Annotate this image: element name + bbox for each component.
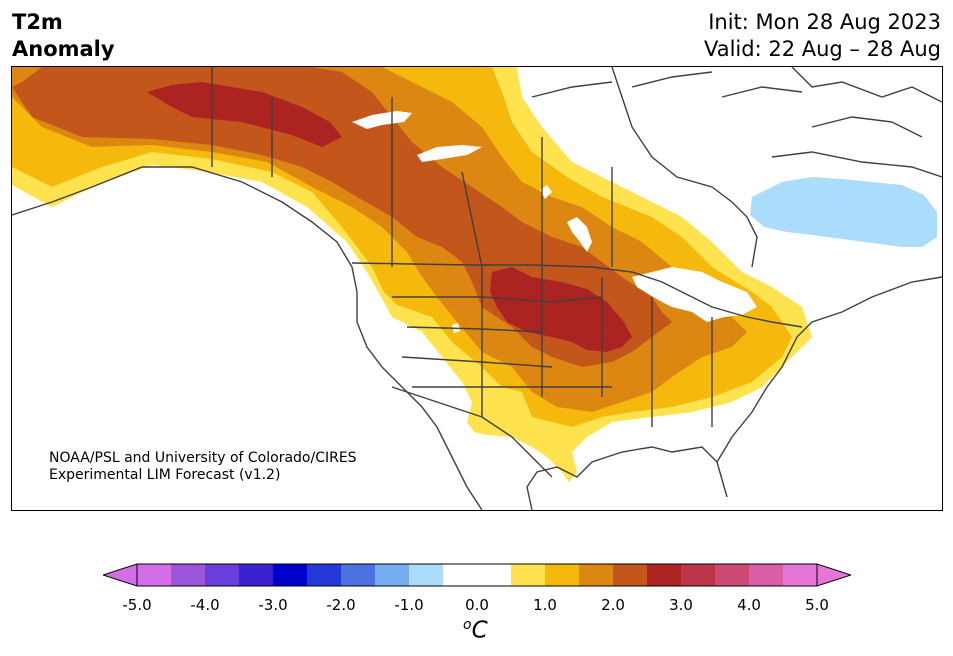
colorbar-unit: oC (463, 617, 488, 644)
atlantic-coastline (716, 276, 942, 463)
us-state-borders (392, 267, 713, 427)
anomaly-fields (12, 67, 937, 482)
anomaly-map (11, 66, 943, 511)
colorbar-tick-label: 0.0 (465, 596, 489, 614)
unit-letter: C (471, 617, 488, 644)
colorbar-segment (545, 564, 580, 586)
init-date: Init: Mon 28 Aug 2023 (708, 10, 941, 34)
coastlines-and-borders (12, 67, 942, 510)
colorbar-segment (239, 564, 274, 586)
lake-winnipeg (567, 217, 592, 252)
colorbar-segment (137, 564, 172, 586)
canada-province-borders (211, 67, 613, 268)
arctic-islands (531, 71, 923, 138)
great-lakes (632, 267, 757, 322)
colorbar-tick-label: -1.0 (394, 596, 424, 614)
colorbar-segment (647, 564, 682, 586)
greenland-and-northeast (771, 67, 942, 178)
lake-athabasca (417, 145, 482, 162)
colorbar-tick-label: -2.0 (326, 596, 356, 614)
cold-anomaly-region (750, 177, 937, 247)
credit-line-1: NOAA/PSL and University of Colorado/CIRE… (49, 450, 357, 466)
colorbar-under-arrow (103, 563, 138, 587)
colorbar-tick-label: -5.0 (122, 596, 152, 614)
colorbar-tick-label: 1.0 (533, 596, 557, 614)
colorbar-segment (205, 564, 240, 586)
colorbar-tick-label: 2.0 (601, 596, 625, 614)
lake-winnipegosis (540, 185, 552, 199)
map-title: T2m Anomaly (12, 9, 115, 63)
colorbar-over-arrow (816, 563, 851, 587)
colorbar-segment (171, 564, 206, 586)
colorbar-segment (783, 564, 818, 586)
great-slave-lake (352, 111, 412, 129)
colorbar-segment (613, 564, 648, 586)
colorbar-tick-label: 5.0 (805, 596, 829, 614)
colorbar-segment (579, 564, 614, 586)
colorbar-segment (511, 564, 546, 586)
colorbar-tick-label: -3.0 (258, 596, 288, 614)
colorbar-tick-label: -4.0 (190, 596, 220, 614)
hudson-bay-coast (611, 67, 758, 268)
colorbar-tick-label: 3.0 (669, 596, 693, 614)
valid-range: Valid: 22 Aug – 28 Aug (703, 37, 941, 61)
pacific-coastline (12, 166, 483, 510)
colorbar-ticks: -5.0 -4.0 -3.0 -2.0 -1.0 0.0 1.0 2.0 3.0 4.0 5.0 (0, 596, 953, 616)
title-line-2: Anomaly (12, 37, 115, 61)
credit-note: NOAA/PSL and University of Colorado/CIRE… (49, 450, 357, 484)
colorbar (103, 563, 851, 587)
map-canvas (12, 67, 942, 510)
colorbar-segment (341, 564, 376, 586)
credit-line-2: Experimental LIM Forecast (v1.2) (49, 467, 281, 483)
colorbar-segment (477, 564, 512, 586)
title-line-1: T2m (12, 10, 63, 34)
colorbar-segment (749, 564, 784, 586)
colorbar-segments (137, 564, 818, 586)
colorbar-segment (375, 564, 410, 586)
colorbar-segment (273, 564, 308, 586)
colorbar-segment (443, 564, 478, 586)
colorbar-outline (136, 563, 818, 587)
lakes (352, 111, 757, 333)
colorbar-segment (681, 564, 716, 586)
gulf-coastline (526, 446, 728, 510)
us-canada-border (351, 262, 803, 328)
colorbar-segment (715, 564, 750, 586)
colorbar-segment (409, 564, 444, 586)
anomaly-3c-region (147, 82, 342, 147)
colorbar-segment (307, 564, 342, 586)
forecast-dates: Init: Mon 28 Aug 2023 Valid: 22 Aug – 28… (704, 9, 941, 63)
unit-degree: o (463, 617, 472, 633)
colorbar-tick-label: 4.0 (737, 596, 761, 614)
